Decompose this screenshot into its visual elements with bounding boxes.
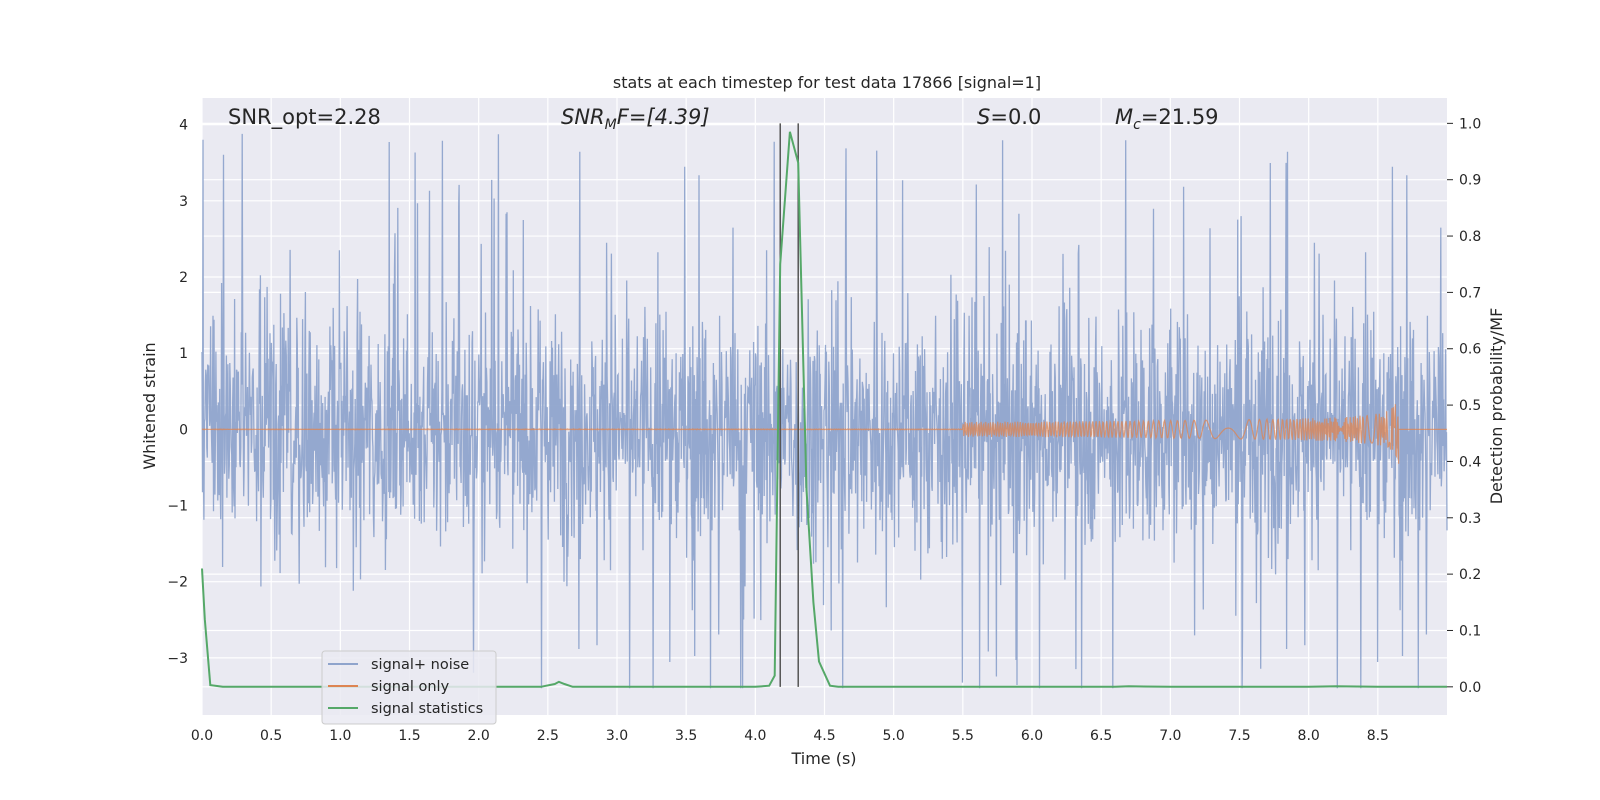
x-tick-label: 6.0 [1021, 728, 1043, 744]
legend-box [321, 650, 497, 725]
left-y-tick-label: 4 [179, 118, 188, 134]
x-tick-label: 3.5 [675, 728, 697, 744]
right-y-axis-ticks: 0.0 0.1 0.2 0.3 0.4 0.5 0.6 0.7 0.8 0.9 1.0 [1447, 116, 1481, 696]
left-y-axis-ticks: −3 −2 −1 0 1 2 3 4 [167, 118, 188, 667]
x-axis-ticks: 0.0 0.5 1.0 1.5 2.0 2.5 3.0 3.5 4.0 4.5 5.0 5.5 6.0 6… [191, 728, 1389, 744]
x-tick-label: 4.5 [813, 728, 835, 744]
annotation-mc-main: M [1115, 105, 1133, 129]
annotation-mc-tail: =21.59 [1141, 105, 1219, 129]
x-axis-label: Time (s) [790, 749, 856, 768]
annotation-snr-mf-tail: F=[4.39] [617, 105, 710, 129]
left-y-axis-label: Whitened strain [140, 342, 159, 469]
left-y-tick-label: −2 [167, 575, 188, 591]
right-y-tick-label: 0.2 [1459, 567, 1481, 583]
annotation-s-tail: =0.0 [990, 105, 1041, 129]
detection-window-lines [779, 123, 799, 687]
x-tick-label: 8.0 [1298, 728, 1320, 744]
x-tick-label: 2.0 [468, 728, 490, 744]
left-y-tick-label: −3 [167, 651, 188, 667]
annotation-s: S=0.0 [977, 105, 1041, 129]
left-y-tick-label: 2 [179, 270, 188, 286]
chart-title: stats at each timestep for test data 178… [613, 73, 1041, 92]
right-y-tick-label: 0.6 [1459, 342, 1481, 358]
annotation-snr-opt: SNR_opt=2.28 [228, 105, 381, 130]
x-tick-label: 6.5 [1090, 728, 1112, 744]
annotation-mc: Mc=21.59 [1115, 105, 1219, 133]
x-tick-label: 2.5 [537, 728, 559, 744]
x-tick-label: 3.0 [606, 728, 628, 744]
x-tick-label: 0.0 [191, 728, 213, 744]
signal-only-line [201, 404, 1447, 464]
right-y-tick-label: 0.9 [1459, 173, 1481, 189]
signal-noise-line [201, 133, 1448, 689]
legend-label-signal-only: signal only [371, 679, 450, 695]
x-tick-label: 8.5 [1367, 728, 1389, 744]
x-tick-label: 7.0 [1159, 728, 1181, 744]
legend: signal+ noise signal only signal statist… [321, 650, 497, 725]
right-y-tick-label: 0.4 [1459, 454, 1481, 470]
x-tick-label: 0.5 [260, 728, 282, 744]
annotation-snr-mf-sub: M [605, 117, 617, 133]
annotation-s-main: S [977, 105, 990, 129]
right-y-tick-label: 0.8 [1459, 229, 1481, 245]
annotation-snr-mf: SNRMF=[4.39] [561, 105, 710, 133]
right-y-tick-label: 0.0 [1459, 680, 1481, 696]
x-tick-label: 7.5 [1228, 728, 1250, 744]
right-y-tick-label: 0.1 [1459, 623, 1481, 639]
x-tick-label: 1.0 [329, 728, 351, 744]
x-tick-label: 4.0 [744, 728, 766, 744]
left-y-tick-label: 1 [179, 346, 188, 362]
legend-label-signal-statistics: signal statistics [371, 701, 483, 717]
right-y-tick-label: 0.7 [1459, 285, 1481, 301]
x-tick-label: 5.0 [883, 728, 905, 744]
legend-label-signal-noise: signal+ noise [371, 657, 469, 673]
series-signal-only [201, 404, 1447, 464]
series-signal-noise [201, 133, 1448, 689]
right-y-tick-label: 1.0 [1459, 116, 1481, 132]
left-y-tick-label: −1 [167, 499, 188, 515]
left-y-tick-label: 0 [179, 422, 188, 438]
annotation-snr-mf-main: SNR [561, 105, 605, 129]
right-y-tick-label: 0.3 [1459, 511, 1481, 527]
x-tick-label: 1.5 [398, 728, 420, 744]
x-tick-label: 5.5 [952, 728, 974, 744]
left-y-tick-label: 3 [179, 194, 188, 210]
annotation-mc-sub: c [1133, 117, 1141, 133]
right-y-axis-label: Detection probability/MF [1487, 308, 1506, 505]
right-y-tick-label: 0.5 [1459, 398, 1481, 414]
